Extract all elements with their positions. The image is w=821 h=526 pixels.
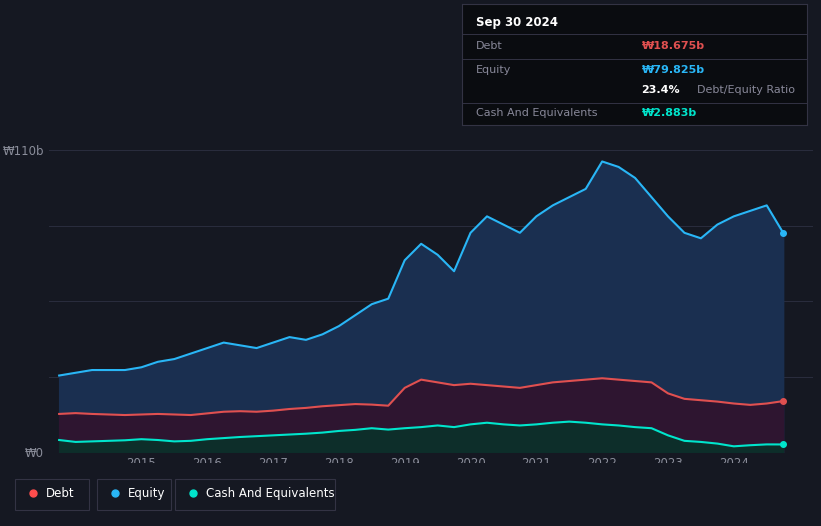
Text: Cash And Equivalents: Cash And Equivalents [206, 487, 335, 500]
Text: ₩18.675b: ₩18.675b [641, 41, 704, 50]
FancyBboxPatch shape [15, 479, 89, 510]
FancyBboxPatch shape [175, 479, 335, 510]
Text: Equity: Equity [128, 487, 166, 500]
Text: 23.4%: 23.4% [641, 85, 680, 95]
FancyBboxPatch shape [97, 479, 171, 510]
Text: Sep 30 2024: Sep 30 2024 [476, 16, 558, 29]
Text: Debt/Equity Ratio: Debt/Equity Ratio [697, 85, 795, 95]
Text: Debt: Debt [46, 487, 75, 500]
Text: Debt: Debt [476, 41, 502, 50]
Text: ₩2.883b: ₩2.883b [641, 108, 697, 118]
Text: Equity: Equity [476, 65, 511, 75]
Text: ₩79.825b: ₩79.825b [641, 65, 704, 75]
Text: Cash And Equivalents: Cash And Equivalents [476, 108, 598, 118]
